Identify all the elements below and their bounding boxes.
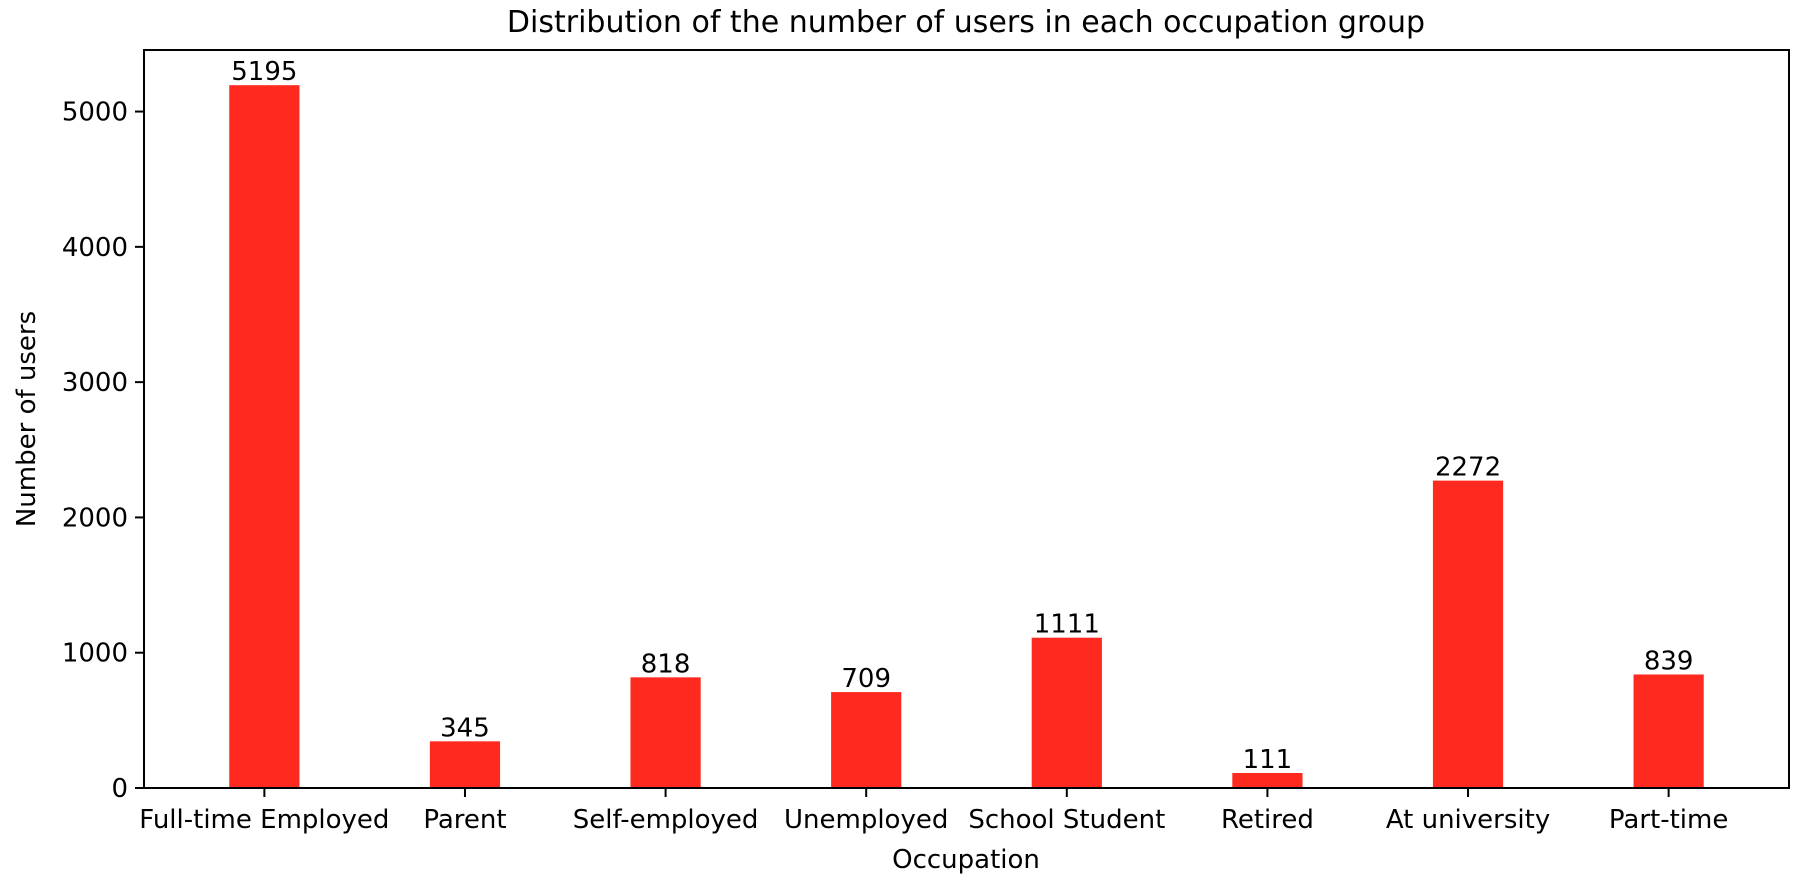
x-tick-label: Unemployed: [784, 805, 948, 835]
x-tick-label: School Student: [968, 805, 1165, 835]
x-tick-label: Retired: [1221, 805, 1314, 835]
bar-value-label: 345: [440, 713, 490, 743]
bar: [1031, 637, 1102, 788]
bar-value-label: 5195: [231, 57, 297, 87]
y-tick-label: 2000: [62, 503, 128, 533]
bar: [1432, 480, 1504, 788]
x-tick-label: Self-employed: [573, 805, 759, 835]
bar-value-label: 2272: [1435, 453, 1501, 483]
bars-layer: [229, 85, 1704, 789]
bar-value-label: 839: [1644, 646, 1694, 676]
bar-value-label: 111: [1243, 745, 1293, 775]
x-tick-label: Part-time: [1609, 805, 1728, 835]
x-tick-label: Full-time Employed: [139, 805, 389, 835]
bar: [1633, 674, 1704, 788]
bar-value-label: 1111: [1034, 610, 1100, 640]
y-tick-label: 0: [111, 774, 128, 804]
bar: [630, 677, 701, 788]
plot-frame: [143, 49, 1790, 789]
bar-value-label: 709: [841, 664, 891, 694]
bar: [831, 692, 902, 788]
y-tick-label: 3000: [62, 368, 128, 398]
x-axis: Full-time Employed Parent Self-employed Une…: [139, 788, 1728, 835]
bar: [229, 85, 300, 789]
y-axis: 0 1000 2000 3000 4000 5000: [62, 98, 144, 804]
bar: [429, 741, 501, 788]
y-tick-label: 1000: [62, 639, 128, 669]
bar: [1232, 772, 1303, 788]
x-tick-label: Parent: [423, 805, 506, 835]
y-tick-label: 4000: [62, 233, 128, 263]
y-axis-label: Number of users: [12, 311, 42, 527]
bar-value-label: 818: [641, 649, 691, 679]
x-axis-label: Occupation: [892, 845, 1040, 875]
x-tick-label: At university: [1386, 805, 1550, 835]
chart-title: Distribution of the number of users in e…: [507, 5, 1425, 40]
y-tick-label: 5000: [62, 98, 128, 128]
